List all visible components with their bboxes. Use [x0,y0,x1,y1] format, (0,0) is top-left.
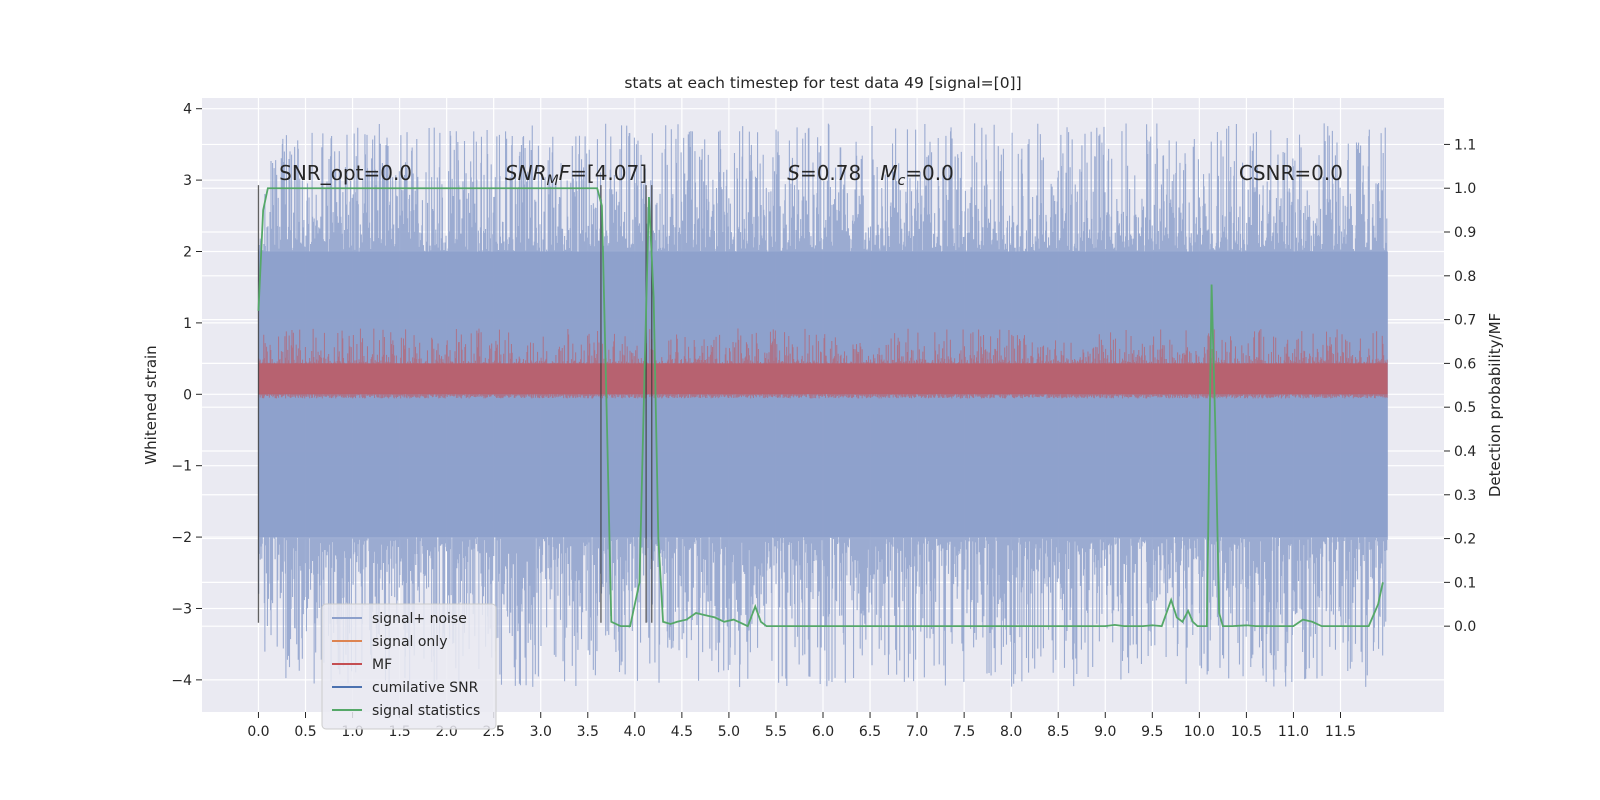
legend-box [321,603,497,730]
annotation-label: SNR_opt=0.0 [279,161,412,185]
signal-statistics-line [257,187,1384,628]
x-tick-label: 11.0 [1278,724,1309,740]
y-axis-label: Whitened strain [142,345,160,464]
y-tick-label: −1 [171,459,192,475]
y2-tick-label: 1.0 [1454,181,1476,197]
x-tick-label: 5.5 [765,724,787,740]
y-tick-label: 4 [183,102,192,118]
x-tick-label: 6.0 [812,724,834,740]
y-axis-right: 0.0 0.1 0.2 0.3 0.4 0.5 0.6 0.7 0.8 0.9 1.0 1.1 [1444,137,1476,635]
y-tick-label: −3 [171,601,192,617]
x-tick-label: 5.0 [718,724,740,740]
x-tick-label: 9.5 [1141,724,1163,740]
x-tick-label: 8.0 [1000,724,1022,740]
y-tick-label: −4 [171,673,192,689]
y-tick-label: −2 [171,530,192,546]
y2-tick-label: 0.8 [1454,269,1476,285]
x-tick-label: 4.5 [671,724,693,740]
y2-tick-label: 0.9 [1454,225,1476,241]
y-tick-label: 3 [183,173,192,189]
y-axis-left: −4 −3 −2 −1 0 1 2 3 4 [171,102,202,689]
plot-content [257,123,1388,687]
y2-tick-label: 0.7 [1454,313,1476,329]
y-tick-label: 1 [183,316,192,332]
legend-label: cumilative SNR [372,680,479,696]
chart-title: stats at each timestep for test data 49 … [624,74,1021,92]
x-tick-label: 3.5 [577,724,599,740]
x-tick-label: 7.0 [906,724,928,740]
y-tick-label: 2 [183,245,192,261]
x-tick-label: 0.0 [247,724,269,740]
x-tick-label: 6.5 [859,724,881,740]
legend-label: signal+ noise [372,611,467,627]
y2-tick-label: 0.6 [1454,356,1476,372]
legend-label: MF [372,657,392,673]
y2-tick-label: 0.0 [1454,619,1476,635]
annotation-label: SNRMF=[4.07] [505,161,647,189]
x-tick-label: 11.5 [1325,724,1356,740]
y2-tick-label: 1.1 [1454,137,1476,153]
x-tick-label: 9.0 [1094,724,1116,740]
x-tick-label: 10.0 [1184,724,1215,740]
x-tick-label: 8.5 [1047,724,1069,740]
x-tick-label: 0.5 [294,724,316,740]
y2-axis-label: Detection probability/MF [1486,313,1504,497]
y2-tick-label: 0.2 [1454,532,1476,548]
annotation-label: CSNR=0.0 [1239,161,1343,185]
x-tick-label: 10.5 [1231,724,1262,740]
y2-tick-label: 0.1 [1454,575,1476,591]
y2-tick-label: 0.4 [1454,444,1476,460]
x-tick-label: 3.0 [530,724,552,740]
legend-label: signal statistics [372,703,480,719]
legend: signal+ noise signal only MF cumilative SNR… [321,603,497,730]
annotation-label: S=0.78 Mc=0.0 [787,161,954,189]
y2-tick-label: 0.3 [1454,488,1476,504]
annotations: SNR_opt=0.0 SNRMF=[4.07] S=0.78 Mc=0.0 CSNR… [279,161,1343,189]
x-tick-label: 7.5 [953,724,975,740]
legend-label: signal only [372,634,447,650]
signal-statistics-series [257,187,1384,628]
y2-tick-label: 0.5 [1454,400,1476,416]
y-tick-label: 0 [183,387,192,403]
x-tick-label: 4.0 [624,724,646,740]
x-axis: 0.0 0.5 1.0 1.5 2.0 2.5 3.0 3.5 4.0 4.5 5.0 5.5 6.0 6… [247,712,1356,740]
